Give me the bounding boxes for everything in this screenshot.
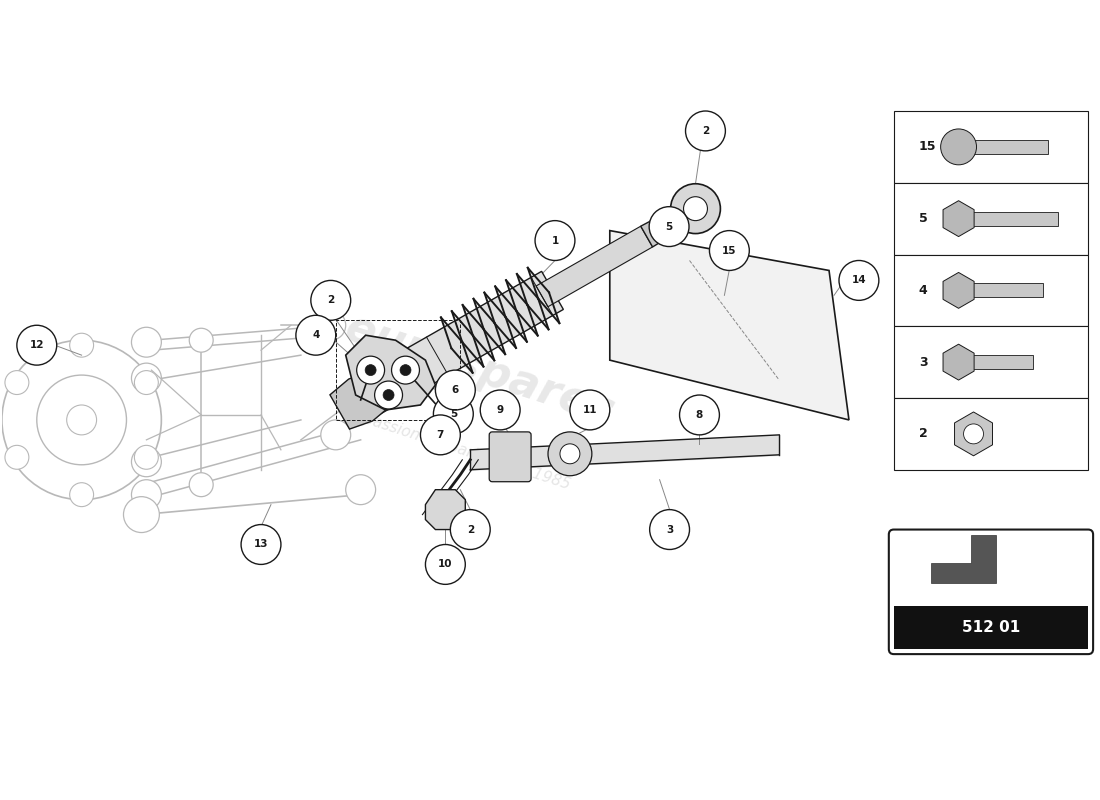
Text: 7: 7: [437, 430, 444, 440]
Polygon shape: [932, 534, 997, 582]
Circle shape: [134, 446, 158, 470]
Text: 5: 5: [666, 222, 673, 232]
Polygon shape: [943, 273, 975, 308]
Circle shape: [839, 261, 879, 300]
Circle shape: [436, 408, 455, 428]
Circle shape: [134, 370, 158, 394]
Circle shape: [365, 365, 376, 375]
Circle shape: [189, 328, 213, 352]
Circle shape: [433, 394, 473, 434]
Circle shape: [420, 415, 460, 455]
Circle shape: [548, 432, 592, 476]
Text: 4: 4: [312, 330, 319, 340]
Text: 15: 15: [722, 246, 737, 255]
Text: 8: 8: [696, 410, 703, 420]
Circle shape: [426, 545, 465, 584]
Text: 3: 3: [918, 356, 927, 369]
Circle shape: [392, 356, 419, 384]
FancyBboxPatch shape: [894, 182, 1088, 254]
Circle shape: [16, 326, 57, 365]
FancyBboxPatch shape: [894, 254, 1088, 326]
Circle shape: [132, 447, 162, 477]
Circle shape: [436, 370, 475, 410]
Polygon shape: [345, 335, 436, 410]
Polygon shape: [964, 283, 1043, 298]
Circle shape: [680, 395, 719, 435]
Circle shape: [570, 390, 609, 430]
Circle shape: [4, 446, 29, 470]
Circle shape: [189, 473, 213, 497]
Circle shape: [241, 525, 280, 565]
Circle shape: [375, 381, 403, 409]
Text: 15: 15: [918, 140, 936, 154]
Text: 2: 2: [702, 126, 710, 136]
Text: 4: 4: [918, 284, 927, 297]
FancyBboxPatch shape: [894, 111, 1088, 182]
Text: 512 01: 512 01: [961, 620, 1020, 635]
Circle shape: [356, 356, 385, 384]
Text: 13: 13: [254, 539, 268, 550]
Circle shape: [316, 310, 345, 340]
Circle shape: [535, 221, 575, 261]
Text: 14: 14: [851, 275, 866, 286]
Circle shape: [710, 230, 749, 270]
Text: 3: 3: [666, 525, 673, 534]
Polygon shape: [350, 271, 563, 419]
Circle shape: [671, 184, 720, 234]
Text: a passion for parts since 1985: a passion for parts since 1985: [349, 407, 572, 493]
Text: 2: 2: [918, 427, 927, 440]
Polygon shape: [330, 371, 392, 429]
Polygon shape: [964, 212, 1058, 226]
Circle shape: [685, 111, 725, 151]
FancyBboxPatch shape: [894, 606, 1088, 649]
Circle shape: [649, 206, 689, 246]
Circle shape: [321, 420, 351, 450]
Circle shape: [450, 510, 491, 550]
Circle shape: [69, 334, 94, 357]
Circle shape: [123, 497, 160, 533]
Circle shape: [345, 474, 375, 505]
Text: 12: 12: [30, 340, 44, 350]
Text: 6: 6: [452, 385, 459, 395]
FancyBboxPatch shape: [894, 398, 1088, 470]
Text: 10: 10: [438, 559, 452, 570]
Polygon shape: [536, 226, 652, 306]
Polygon shape: [943, 344, 975, 380]
Polygon shape: [640, 192, 714, 247]
Text: 5: 5: [450, 409, 456, 419]
Circle shape: [940, 129, 977, 165]
Text: 9: 9: [496, 405, 504, 415]
Polygon shape: [426, 490, 465, 530]
Text: 2: 2: [466, 525, 474, 534]
Circle shape: [481, 390, 520, 430]
FancyBboxPatch shape: [889, 530, 1093, 654]
Polygon shape: [943, 201, 975, 237]
Circle shape: [4, 370, 29, 394]
Circle shape: [400, 365, 411, 375]
Circle shape: [383, 390, 394, 401]
Circle shape: [964, 424, 983, 444]
Circle shape: [560, 444, 580, 464]
Circle shape: [132, 480, 162, 510]
Text: 5: 5: [918, 212, 927, 225]
Text: 1: 1: [551, 235, 559, 246]
Circle shape: [311, 281, 351, 320]
Circle shape: [296, 315, 336, 355]
FancyBboxPatch shape: [490, 432, 531, 482]
Text: eurospares: eurospares: [340, 306, 620, 434]
FancyBboxPatch shape: [894, 326, 1088, 398]
Circle shape: [650, 510, 690, 550]
Circle shape: [683, 197, 707, 221]
Polygon shape: [964, 140, 1048, 154]
Circle shape: [132, 363, 162, 393]
Circle shape: [132, 327, 162, 357]
Text: 2: 2: [327, 295, 334, 306]
Text: 11: 11: [583, 405, 597, 415]
Circle shape: [69, 482, 94, 506]
Polygon shape: [955, 412, 992, 456]
Polygon shape: [609, 230, 849, 420]
Polygon shape: [964, 355, 1033, 369]
